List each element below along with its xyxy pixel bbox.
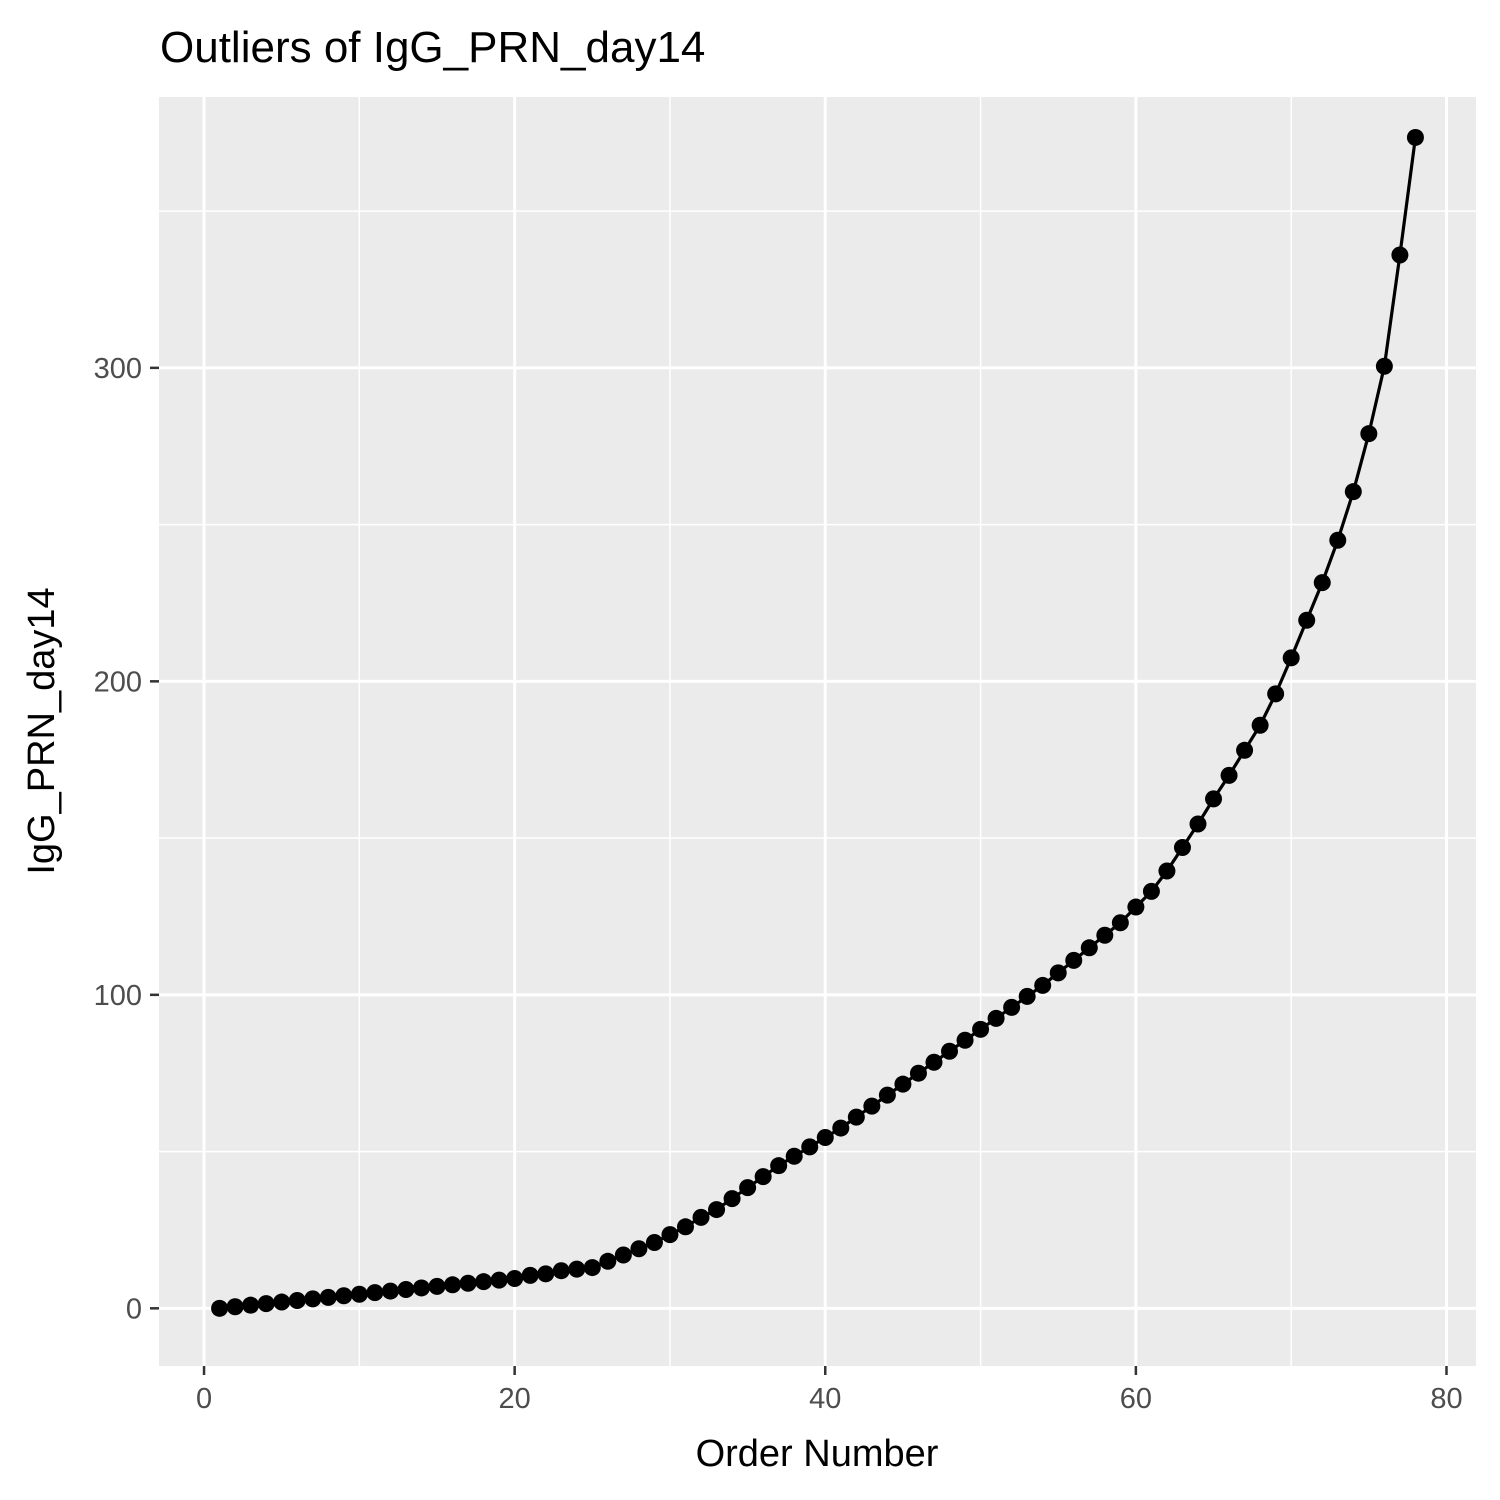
data-point [1329,531,1347,549]
x-tick-label: 20 [499,1383,531,1415]
data-point [863,1097,881,1115]
data-point [1251,716,1269,734]
data-point [1360,425,1378,443]
data-point [878,1086,896,1104]
y-tick-label: 100 [94,980,142,1012]
data-point [1236,741,1254,759]
data-point [708,1201,726,1219]
data-point [537,1265,555,1283]
data-point [506,1270,524,1288]
data-point [847,1108,865,1126]
data-point [1034,976,1052,994]
data-point [909,1064,927,1082]
data-point [599,1252,617,1270]
data-point [1344,483,1362,501]
y-tick-label: 300 [94,353,142,385]
data-point [1065,951,1083,969]
data-point [1018,987,1036,1005]
data-point [288,1291,306,1309]
data-point [444,1276,462,1294]
data-point [1205,790,1223,808]
data-point [956,1031,974,1049]
data-point [428,1277,446,1295]
data-point [645,1233,663,1251]
data-point [1173,838,1191,856]
plot-panel [159,97,1476,1366]
data-point [1267,685,1285,703]
data-point [257,1295,275,1313]
data-point [211,1299,229,1317]
data-point [459,1274,477,1292]
data-point [1220,766,1238,784]
x-axis: 0 20 40 60 80 [196,1366,1463,1415]
data-point [350,1285,368,1303]
data-point [739,1179,757,1197]
data-point [1375,357,1393,375]
data-series [211,128,1424,1317]
x-tick-label: 60 [1120,1383,1152,1415]
x-axis-title: Order Number [696,1433,939,1475]
data-point [676,1218,694,1236]
y-axis: 0 100 200 300 [94,353,159,1325]
data-point [1127,898,1145,916]
minor-gridlines [159,97,1476,1366]
data-point [614,1246,632,1264]
data-point [832,1119,850,1137]
data-point [381,1282,399,1300]
data-point [319,1288,337,1306]
data-point [1313,574,1331,592]
data-point [1282,649,1300,667]
data-point [630,1240,648,1258]
data-point [1080,939,1098,957]
data-point [770,1157,788,1175]
data-point [661,1226,679,1244]
data-point [226,1298,244,1316]
data-point [242,1296,260,1314]
data-point [1298,611,1316,629]
data-point [304,1290,322,1308]
data-point [785,1147,803,1165]
data-point [1003,998,1021,1016]
x-tick-label: 0 [196,1383,212,1415]
y-tick-label: 0 [126,1293,142,1325]
data-point [1111,914,1129,932]
data-point [490,1271,508,1289]
data-point [1391,246,1409,264]
data-point [1406,128,1424,146]
data-point [412,1279,430,1297]
data-point [1142,882,1160,900]
data-point [397,1281,415,1299]
y-axis-title: IgG_PRN_day14 [21,587,63,874]
data-point [1096,926,1114,944]
data-point [801,1138,819,1156]
data-point [1049,964,1067,982]
data-point [894,1075,912,1093]
data-point [972,1020,990,1038]
data-point [568,1260,586,1278]
data-point [1158,862,1176,880]
data-point [583,1259,601,1277]
data-point [692,1208,710,1226]
data-point [552,1262,570,1280]
data-point [273,1293,291,1311]
y-tick-label: 200 [94,666,142,698]
data-point [1189,815,1207,833]
x-tick-label: 80 [1430,1383,1462,1415]
data-point [335,1287,353,1305]
data-point [475,1273,493,1291]
chart-title: Outliers of IgG_PRN_day14 [160,23,705,72]
x-tick-label: 40 [809,1383,841,1415]
data-point [925,1053,943,1071]
data-point [987,1009,1005,1027]
data-point [521,1266,539,1284]
data-point [366,1284,384,1302]
major-gridlines [159,97,1476,1366]
data-point [723,1190,741,1208]
data-point [941,1042,959,1060]
data-point [754,1168,772,1186]
data-point [816,1128,834,1146]
